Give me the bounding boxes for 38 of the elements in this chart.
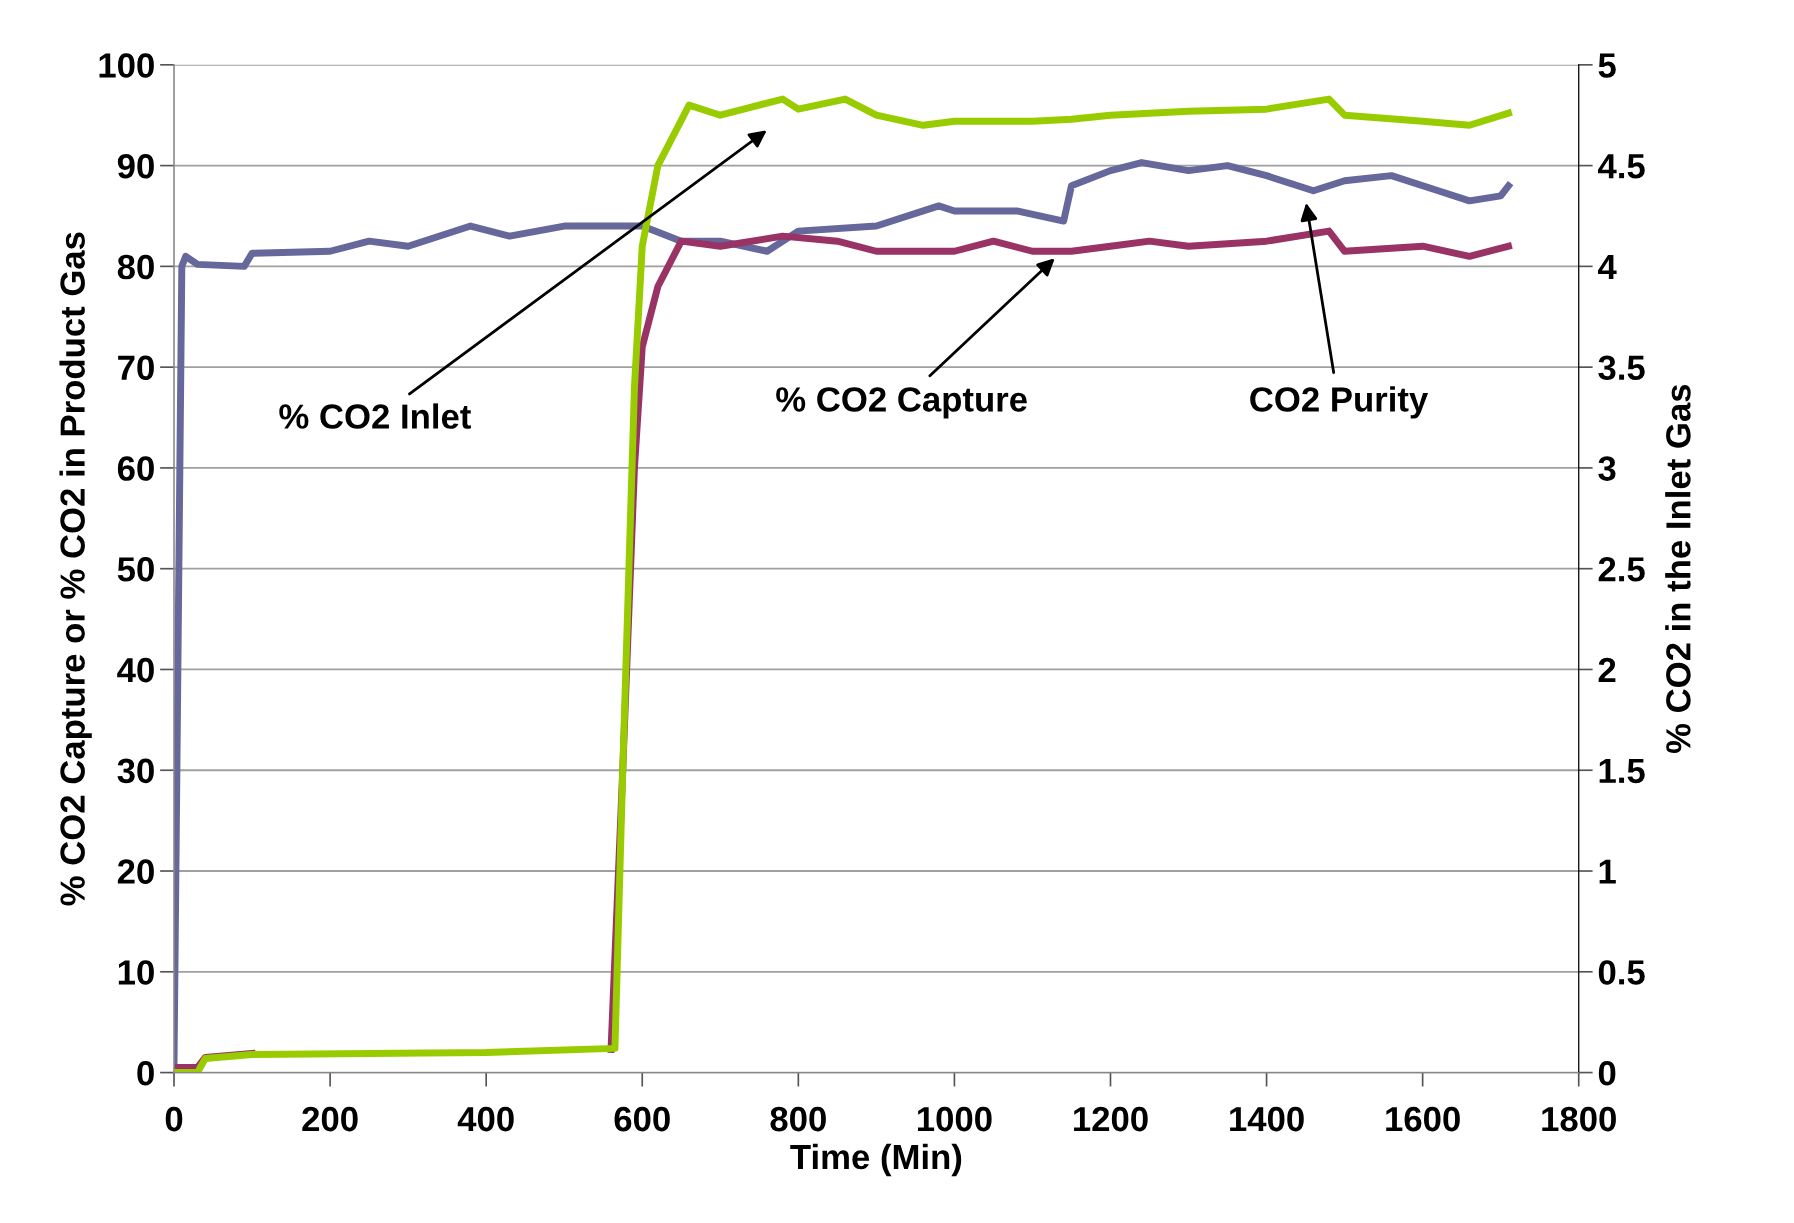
y-tick-label: 80 <box>117 254 154 280</box>
x-tick-label: 1600 <box>1386 1106 1460 1132</box>
annotation: % CO2 Inlet <box>279 403 471 429</box>
y-tick-label: 60 <box>117 456 154 481</box>
x-tick-label: 200 <box>302 1106 358 1132</box>
y-tick-label: 70 <box>118 355 154 381</box>
x-tick-label: 1400 <box>1230 1106 1304 1132</box>
annotation: CO2 Purity <box>1250 386 1429 419</box>
y-axis-title: % CO2 Capture or % CO2 in Product Gas <box>59 232 92 906</box>
y2-tick-label: 5 <box>1598 53 1616 78</box>
y-tick-label: 10 <box>118 960 154 985</box>
x-tick-label: 1000 <box>917 1106 992 1132</box>
y2-tick-label: 1 <box>1599 859 1616 884</box>
y-tick-label: 0 <box>137 1060 154 1086</box>
x-tick-label: 400 <box>457 1106 514 1132</box>
annotation: % CO2 Capture <box>776 387 1027 419</box>
y2-tick-label: 2 <box>1598 657 1616 683</box>
y2-tick-label: 3.5 <box>1598 355 1645 381</box>
x-tick-label: 1200 <box>1074 1106 1148 1132</box>
x-tick-label: 800 <box>770 1106 826 1132</box>
x-axis-title: Time (Min) <box>790 1143 962 1177</box>
y2-tick-label: 0.5 <box>1598 960 1645 985</box>
y-tick-label: 40 <box>117 657 154 683</box>
y-tick-label: 30 <box>117 758 154 784</box>
y2-tick-label: 1.5 <box>1599 758 1645 784</box>
y-tick-label: 50 <box>117 557 154 582</box>
y2-tick-label: 4 <box>1598 255 1617 279</box>
y2-tick-label: 2.5 <box>1598 557 1645 582</box>
y2-tick-label: 3 <box>1598 456 1616 481</box>
x-tick-label: 0 <box>165 1106 183 1132</box>
y2-axis-title: % CO2 in the Inlet Gas <box>1665 384 1691 754</box>
y-tick-label: 100 <box>99 53 154 78</box>
x-tick-label: 600 <box>614 1106 670 1132</box>
x-tick-label: 1800 <box>1542 1106 1616 1132</box>
y2-tick-label: 0 <box>1598 1060 1616 1086</box>
y2-tick-label: 4.5 <box>1598 154 1645 179</box>
y-tick-label: 20 <box>117 859 154 884</box>
y-tick-label: 90 <box>117 153 154 179</box>
